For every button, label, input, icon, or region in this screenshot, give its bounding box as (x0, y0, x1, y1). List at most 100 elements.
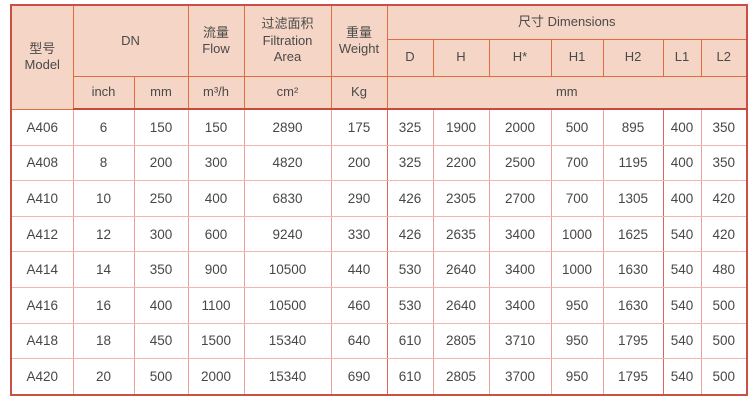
header-dn: DN (72, 4, 189, 77)
header-row-2: D H H* H1 H2 L1 L2 (11, 38, 748, 77)
cell-h: 1900 (432, 108, 490, 146)
table-row: A410 10 250 400 6830 290 426 2305 2700 700 1305 400… (10, 180, 748, 217)
cell-area: 10500 (243, 251, 332, 288)
cell-h_star: 3710 (488, 322, 552, 360)
cell-h_star: 3400 (488, 251, 552, 288)
unit-weight: Kg (330, 75, 388, 110)
cell-h1: 950 (550, 286, 604, 324)
cell-h1: 700 (550, 144, 604, 182)
cell-area: 10500 (243, 286, 332, 324)
cell-h1: 1000 (550, 251, 604, 288)
cell-d: 426 (386, 215, 434, 253)
cell-h2: 895 (602, 108, 664, 146)
header-dim-d: D (386, 38, 434, 77)
cell-h: 2805 (432, 322, 490, 360)
cell-weight: 640 (330, 322, 388, 360)
cell-h: 2640 (432, 251, 490, 288)
cell-weight: 460 (330, 286, 388, 324)
cell-l2: 420 (700, 215, 748, 253)
header-dim-l1: L1 (662, 38, 702, 77)
cell-l2: 350 (700, 144, 748, 182)
cell-h: 2200 (432, 144, 490, 182)
cell-d: 325 (386, 144, 434, 182)
cell-model: A412 (10, 215, 74, 253)
cell-inch: 16 (72, 286, 135, 324)
header-row-units: inch mm m³/h cm² Kg mm (11, 75, 748, 110)
table-row: A406 6 150 150 2890 175 325 1900 2000 500 895 400 35… (10, 108, 748, 146)
cell-area: 15340 (243, 358, 332, 396)
cell-l1: 540 (662, 322, 702, 360)
header-weight: 重量 Weight (330, 4, 388, 77)
cell-h2: 1625 (602, 215, 664, 253)
cell-inch: 8 (72, 144, 135, 182)
cell-area: 2890 (243, 108, 332, 146)
cell-d: 325 (386, 108, 434, 146)
cell-model: A406 (10, 108, 74, 146)
cell-flow: 1100 (187, 286, 245, 324)
table-row: A420 20 500 2000 15340 690 610 2805 3700 950 1795 5… (10, 358, 748, 396)
cell-l1: 540 (662, 251, 702, 288)
cell-l2: 420 (700, 180, 748, 217)
cell-weight: 290 (330, 180, 388, 217)
cell-l2: 350 (700, 108, 748, 146)
header-model: 型号 Model (10, 4, 74, 110)
cell-model: A408 (10, 144, 74, 182)
cell-h_star: 2000 (488, 108, 552, 146)
cell-h_star: 3400 (488, 215, 552, 253)
table-row: A412 12 300 600 9240 330 426 2635 3400 1000 1625 54… (10, 215, 748, 253)
cell-weight: 200 (330, 144, 388, 182)
cell-h2: 1795 (602, 358, 664, 396)
cell-inch: 14 (72, 251, 135, 288)
cell-h1: 700 (550, 180, 604, 217)
cell-l1: 400 (662, 180, 702, 217)
cell-d: 530 (386, 251, 434, 288)
cell-inch: 12 (72, 215, 135, 253)
cell-area: 9240 (243, 215, 332, 253)
cell-model: A418 (10, 322, 74, 360)
cell-inch: 6 (72, 108, 135, 146)
header-dim-h2: H2 (602, 38, 664, 77)
spec-table: 型号 Model DN 流量 Flow 过滤面积 Filtration Area… (10, 4, 749, 396)
cell-h1: 950 (550, 322, 604, 360)
cell-d: 610 (386, 322, 434, 360)
cell-flow: 300 (187, 144, 245, 182)
cell-h: 2635 (432, 215, 490, 253)
unit-flow: m³/h (187, 75, 245, 110)
cell-h: 2805 (432, 358, 490, 396)
cell-flow: 900 (187, 251, 245, 288)
cell-flow: 2000 (187, 358, 245, 396)
table-row: A414 14 350 900 10500 440 530 2640 3400 1000 1630 5… (10, 251, 748, 288)
cell-d: 426 (386, 180, 434, 217)
cell-flow: 400 (187, 180, 245, 217)
cell-mm: 350 (133, 251, 189, 288)
cell-l1: 540 (662, 286, 702, 324)
cell-l1: 400 (662, 108, 702, 146)
unit-area: cm² (243, 75, 332, 110)
header-dim-h-star: H* (488, 38, 552, 77)
unit-inch: inch (72, 75, 135, 110)
cell-mm: 400 (133, 286, 189, 324)
unit-mm: mm (133, 75, 189, 110)
cell-model: A410 (10, 180, 74, 217)
table-row: A416 16 400 1100 10500 460 530 2640 3400 950 1630 5… (10, 286, 748, 324)
unit-dimensions-mm: mm (386, 75, 748, 110)
cell-h1: 1000 (550, 215, 604, 253)
cell-mm: 450 (133, 322, 189, 360)
header-filtration-area: 过滤面积 Filtration Area (243, 4, 332, 77)
cell-h2: 1305 (602, 180, 664, 217)
header-row-1: 型号 Model DN 流量 Flow 过滤面积 Filtration Area… (10, 4, 748, 110)
cell-inch: 18 (72, 322, 135, 360)
cell-h: 2640 (432, 286, 490, 324)
cell-h2: 1630 (602, 286, 664, 324)
cell-model: A420 (10, 358, 74, 396)
cell-inch: 10 (72, 180, 135, 217)
cell-l1: 540 (662, 215, 702, 253)
table-row: A408 8 200 300 4820 200 325 2200 2500 700 1195 400 3… (10, 144, 748, 182)
cell-flow: 600 (187, 215, 245, 253)
cell-h2: 1795 (602, 322, 664, 360)
header-flow: 流量 Flow (187, 4, 245, 77)
cell-l2: 480 (700, 251, 748, 288)
header-dimensions: 尺寸 Dimensions (386, 4, 748, 40)
cell-mm: 500 (133, 358, 189, 396)
cell-model: A416 (10, 286, 74, 324)
